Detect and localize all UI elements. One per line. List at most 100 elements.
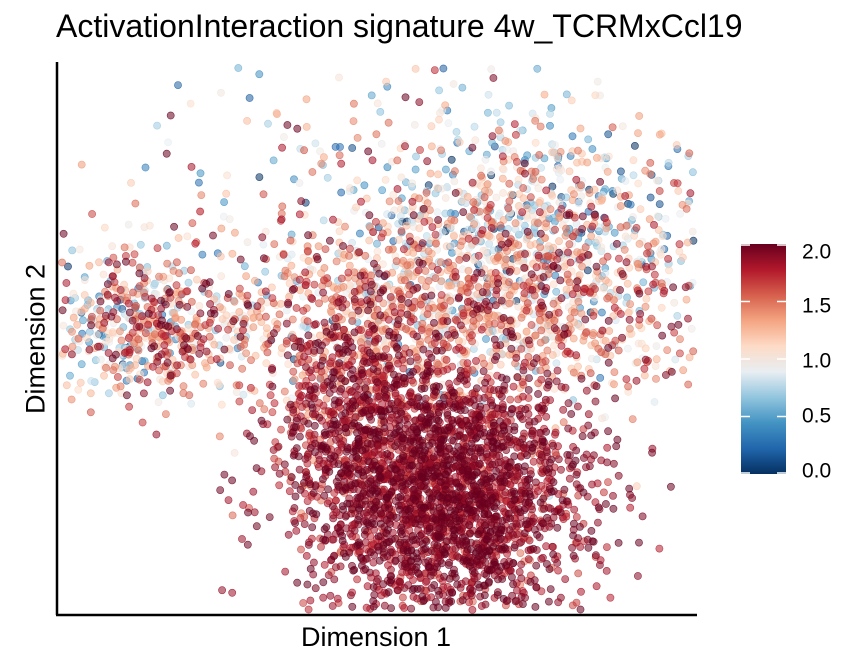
scatter-point (549, 280, 558, 289)
scatter-point (487, 65, 496, 74)
scatter-point (462, 254, 471, 262)
scatter-point (422, 188, 431, 197)
scatter-point (138, 418, 147, 427)
scatter-point (255, 173, 264, 181)
scatter-point (232, 388, 241, 397)
scatter-point (400, 604, 409, 612)
scatter-point (568, 543, 576, 552)
scatter-point (440, 301, 448, 310)
scatter-point (510, 476, 519, 485)
scatter-point (286, 236, 295, 245)
scatter-point (529, 359, 538, 368)
scatter-point (302, 95, 311, 104)
scatter-point (527, 429, 536, 438)
scatter-point (517, 313, 526, 322)
scatter-point (367, 91, 376, 100)
scatter-point (557, 294, 566, 303)
scatter-point (163, 259, 172, 268)
scatter-point (652, 342, 661, 350)
scatter-point (382, 345, 390, 354)
scatter-point (505, 179, 514, 188)
scatter-point (580, 454, 588, 462)
scatter-point (554, 566, 562, 575)
scatter-point (217, 272, 226, 280)
scatter-point (687, 324, 696, 333)
scatter-point (341, 423, 350, 432)
scatter-point (439, 64, 448, 73)
scatter-point (397, 173, 406, 182)
scatter-point (582, 386, 591, 395)
scatter-point (482, 335, 490, 343)
scatter-point (184, 278, 193, 287)
scatter-point (307, 373, 316, 382)
scatter-point (584, 410, 593, 419)
scatter-point (299, 306, 308, 315)
scatter-point (81, 304, 89, 313)
scatter-point (285, 487, 294, 496)
scatter-point (421, 267, 430, 275)
scatter-point (270, 240, 279, 248)
scatter-point (403, 310, 412, 319)
scatter-point (444, 330, 452, 339)
scatter-point (450, 167, 459, 176)
scatter-point (289, 334, 298, 342)
scatter-point (345, 261, 354, 270)
scatter-point (492, 286, 501, 295)
scatter-point (368, 156, 377, 165)
scatter-point (277, 215, 286, 224)
scatter-point (99, 270, 108, 279)
scatter-point (215, 432, 224, 441)
scatter-point (444, 258, 453, 267)
scatter-point (314, 463, 323, 471)
scatter-point (301, 281, 310, 290)
scatter-point (564, 248, 572, 257)
scatter-point (568, 132, 577, 141)
scatter-point (523, 151, 532, 160)
scatter-point (302, 363, 310, 371)
scatter-point (415, 462, 424, 470)
scatter-point (572, 513, 581, 521)
scatter-point (557, 593, 565, 602)
scatter-point (467, 409, 476, 417)
scatter-point (432, 563, 441, 571)
scatter-point (141, 292, 150, 301)
scatter-point (280, 387, 289, 396)
scatter-point (532, 263, 541, 272)
scatter-point (350, 526, 359, 535)
scatter-point (138, 312, 146, 321)
scatter-point (346, 591, 355, 600)
scatter-point (535, 428, 544, 437)
scatter-point (116, 382, 125, 391)
scatter-point (270, 399, 279, 408)
scatter-point (385, 197, 394, 206)
scatter-point (179, 382, 188, 391)
scatter-point (75, 245, 84, 254)
scatter-point (488, 410, 497, 419)
scatter-point (497, 392, 506, 401)
scatter-point (605, 327, 614, 335)
scatter-point (413, 332, 421, 341)
scatter-point (392, 257, 401, 266)
scatter-point (434, 170, 442, 179)
scatter-point (552, 359, 561, 368)
scatter-point (643, 249, 651, 258)
scatter-point (568, 290, 577, 299)
scatter-point (517, 560, 526, 569)
scatter-point (480, 393, 489, 402)
scatter-point (603, 294, 612, 303)
scatter-point (624, 382, 632, 391)
scatter-point (538, 358, 547, 367)
scatter-point (287, 261, 296, 270)
scatter-point (479, 367, 488, 376)
scatter-point (247, 356, 255, 364)
scatter-point (533, 64, 542, 73)
scatter-point (560, 262, 569, 271)
scatter-point (295, 275, 304, 284)
scatter-point (517, 538, 526, 546)
scatter-point (584, 250, 592, 259)
scatter-point (496, 118, 505, 127)
scatter-point (583, 258, 592, 267)
scatter-point (598, 308, 606, 317)
scatter-point (61, 345, 70, 354)
